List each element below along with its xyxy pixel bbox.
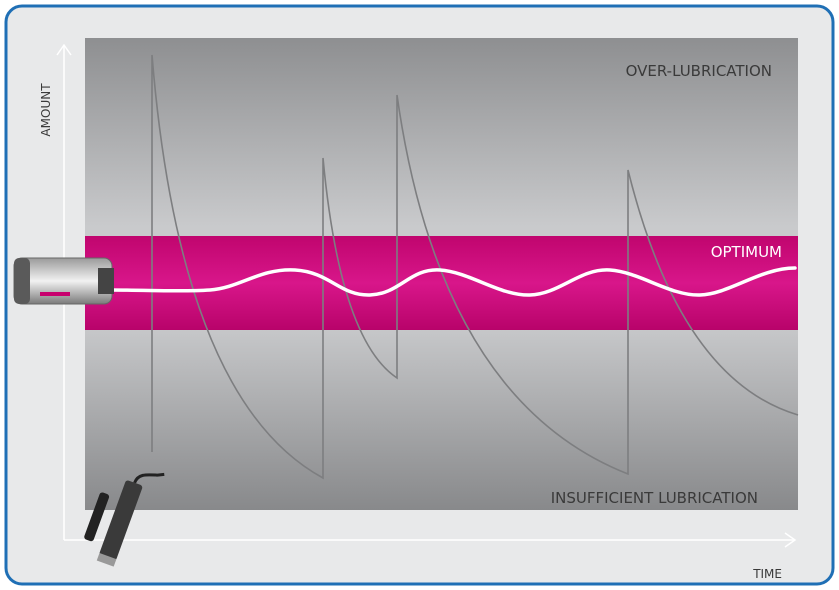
- zone-bottom-label: INSUFFICIENT LUBRICATION: [551, 489, 758, 507]
- zone-middle-label: OPTIMUM: [711, 243, 782, 261]
- optimum-band: [85, 236, 798, 330]
- continuous-line: [108, 266, 797, 297]
- sawtooth-line: [151, 54, 799, 480]
- lubricator: [13, 257, 114, 305]
- y-axis-label: AMOUNT: [39, 83, 53, 137]
- zone-top-label: OVER-LUBRICATION: [626, 62, 772, 80]
- grease-gun: [84, 472, 165, 567]
- x-axis-label: TIME: [752, 567, 782, 581]
